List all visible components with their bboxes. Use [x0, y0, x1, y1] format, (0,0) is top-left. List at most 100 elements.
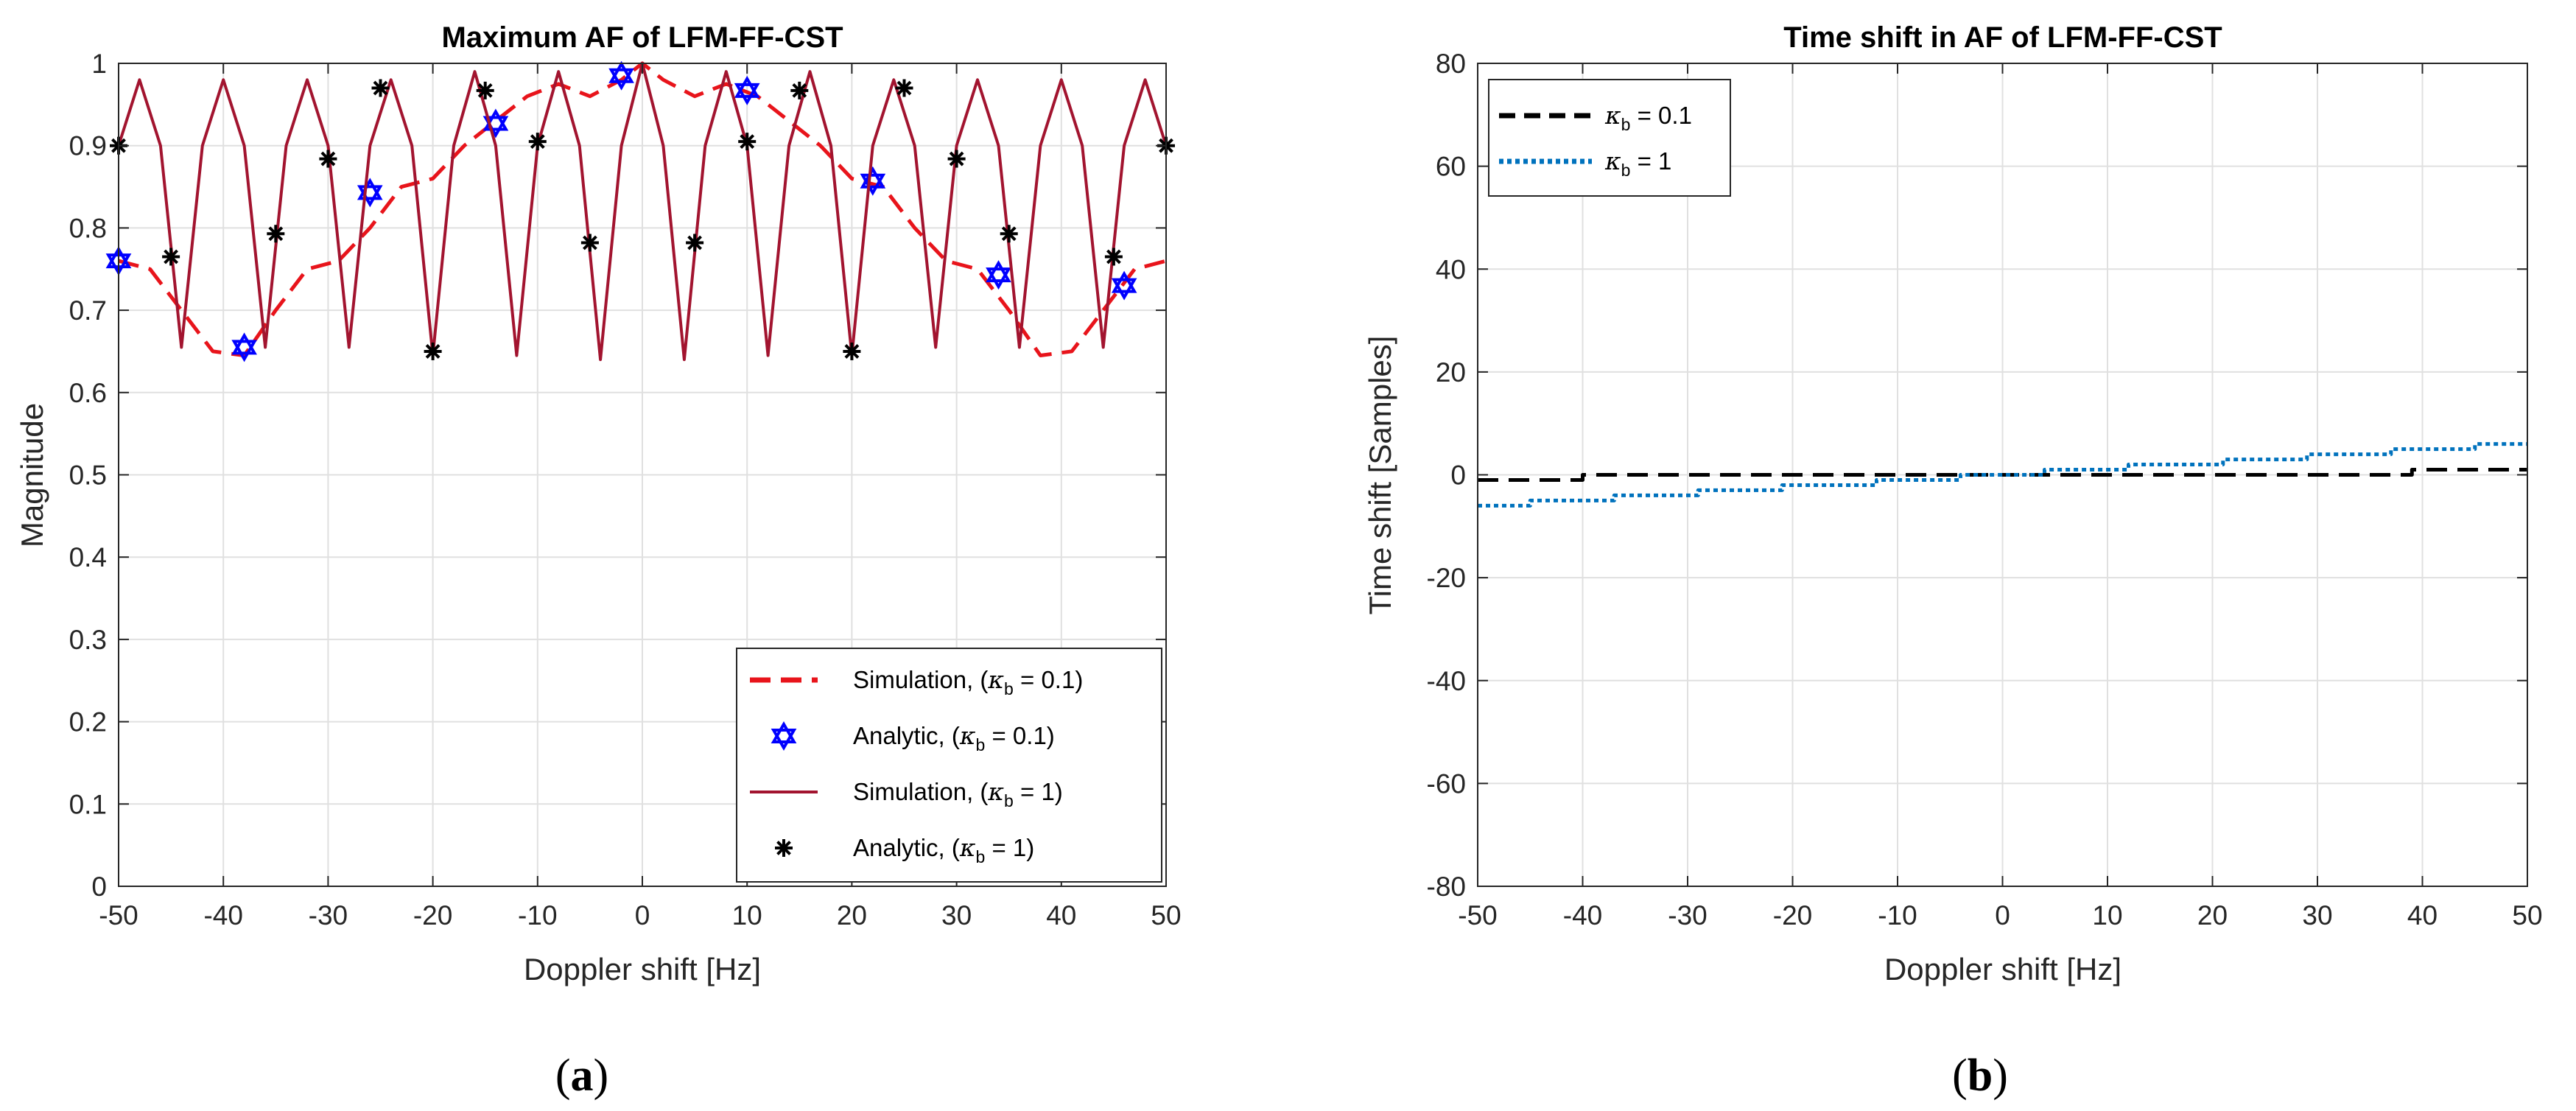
- panel-a-series-2-point-up: [734, 75, 760, 98]
- panel-a-caption-letter: a: [571, 1051, 594, 1101]
- panel-a-xlabel: Doppler shift [Hz]: [524, 952, 761, 986]
- panel-a-series-4-point-spoke: [1106, 249, 1121, 264]
- panel-a-series-2-point-up: [860, 166, 886, 189]
- panel-a-series-2-point: [986, 260, 1011, 290]
- legend-b-2-label: κb = 1: [1604, 147, 1671, 180]
- x-tick-label: -10: [518, 900, 557, 930]
- panel-a-series-4-point-spoke: [1001, 226, 1017, 242]
- panel-a-series-2-point-down: [231, 340, 257, 362]
- legend-a-3-label-sub: b: [1004, 791, 1014, 810]
- legend-a-2-marker: [771, 721, 797, 751]
- legend-a-2-label-sub: b: [976, 735, 986, 754]
- panel-a-series-4-point: [843, 342, 861, 360]
- panel-a-series-2-point-down: [1111, 278, 1137, 301]
- panel-a-series-2-point: [734, 75, 760, 105]
- panel-a-series-4-point-spoke: [687, 235, 702, 250]
- legend-a-2-label: Analytic, (κb = 0.1): [853, 721, 1055, 754]
- panel-a-series-4-point-spoke: [792, 83, 807, 98]
- panel-a-series-4-point: [686, 234, 704, 252]
- panel-a-ticks: -50 -40 -30 -20 -10 0 10 20 30 40 50 0 0.1 0.2 0.3 0.4 0…: [69, 49, 1182, 930]
- y-tick-label: 0.6: [69, 378, 107, 408]
- y-tick-label: -60: [1427, 768, 1466, 799]
- legend-a-2-marker-down: [771, 729, 797, 751]
- panel-a-series-4-point: [738, 133, 757, 151]
- y-tick-label: -20: [1427, 563, 1466, 593]
- legend-a-4-marker: [775, 839, 793, 857]
- y-tick-label: 1: [91, 49, 107, 79]
- panel-a-chart: Maximum AF of LFM-FF-CST -50 -40 -30 -20 -10…: [15, 21, 1182, 1101]
- x-tick-label: 50: [1151, 900, 1181, 930]
- x-tick-label: 40: [1046, 900, 1076, 930]
- y-tick-label: 0.9: [69, 131, 107, 161]
- legend-box: [1488, 79, 1731, 197]
- y-tick-label: -80: [1427, 872, 1466, 902]
- x-tick-label: -30: [309, 900, 348, 930]
- panel-a-series-4-point: [476, 81, 494, 99]
- panel-a-series-4-point: [1000, 225, 1018, 243]
- legend-b-2-label-symbol: κ: [1604, 147, 1621, 175]
- legend-b-2-label-post: = 1: [1630, 147, 1671, 175]
- panel-a-series-4-point-spoke: [740, 134, 755, 150]
- legend-b-1-label-sub: b: [1621, 115, 1631, 134]
- y-tick-label: 0: [1450, 460, 1466, 491]
- panel-a-series-2-point-up: [986, 260, 1011, 283]
- x-tick-label: -30: [1668, 900, 1707, 930]
- y-tick-label: 0.5: [69, 460, 107, 491]
- legend-a-2-label-symbol: κ: [959, 721, 976, 750]
- panel-a-series-2-point: [231, 332, 257, 362]
- panel-a-series-4-point-spoke: [268, 226, 284, 242]
- panel-a-series-4-point-spoke: [425, 344, 441, 359]
- panel-b-series: [1478, 442, 2527, 508]
- y-tick-label: 40: [1436, 254, 1466, 284]
- panel-b-series-2-line: [1478, 442, 2527, 508]
- legend-b-1-label-symbol: κ: [1604, 101, 1621, 130]
- x-tick-label: 0: [635, 900, 650, 930]
- legend-a-3-label-post: = 1): [1014, 778, 1063, 805]
- panel-a-series-4-point: [371, 79, 390, 97]
- x-tick-label: 30: [941, 900, 972, 930]
- panel-a-ylabel: Magnitude: [15, 403, 49, 547]
- x-tick-label: -10: [1878, 900, 1917, 930]
- panel-a-series-4-point: [895, 79, 913, 97]
- panel-a-series-4-point: [790, 81, 809, 99]
- legend-a-4-marker-spoke: [776, 841, 791, 855]
- panel-a-series-2-point-up: [482, 108, 509, 131]
- panel-a-series-4-point-spoke: [530, 134, 545, 150]
- panel-a-series-4-point-spoke: [896, 80, 912, 96]
- x-tick-label: -50: [1458, 900, 1497, 930]
- legend-a-4-label-pre: Analytic, (: [853, 834, 960, 861]
- legend-a-1-label-symbol: κ: [987, 665, 1004, 694]
- panel-a-series-4-point: [424, 342, 442, 360]
- panel-a-series-4-point-spoke: [373, 80, 388, 96]
- legend-b-1-label-post: = 0.1: [1630, 102, 1691, 129]
- y-tick-label: 0.1: [69, 789, 107, 819]
- panel-b-xlabel: Doppler shift [Hz]: [1884, 952, 2121, 986]
- panel-a-series-2-point-up: [231, 332, 257, 355]
- legend-a-3-label-pre: Simulation, (: [853, 778, 988, 805]
- y-tick-label: 80: [1436, 49, 1466, 79]
- legend-a-2-marker-up: [771, 721, 797, 743]
- legend-box: [736, 648, 1162, 883]
- legend-a-1-label-sub: b: [1004, 679, 1014, 698]
- y-tick-label: 0.4: [69, 542, 107, 572]
- panel-b-legend: κb = 0.1 κb = 1: [1488, 79, 1731, 197]
- panel-a-series-4-point: [947, 150, 966, 168]
- x-tick-label: -40: [1563, 900, 1602, 930]
- y-tick-label: 0.3: [69, 625, 107, 655]
- panel-a-title: Maximum AF of LFM-FF-CST: [441, 21, 843, 54]
- panel-a-series-4-point-spoke: [320, 151, 336, 167]
- panel-a-series-4-point-spoke: [949, 151, 964, 167]
- legend-a-2-label-pre: Analytic, (: [853, 722, 960, 749]
- legend-a-4-label: Analytic, (κb = 1): [853, 833, 1034, 866]
- panel-a-caption: (a): [555, 1051, 608, 1101]
- panel-a-series-4-point-spoke: [844, 344, 860, 359]
- legend-a-1-label-pre: Simulation, (: [853, 666, 988, 693]
- panel-a-series-2-point-down: [986, 267, 1011, 290]
- x-tick-label: 10: [732, 900, 762, 930]
- legend-a-4-label-post: = 1): [985, 834, 1034, 861]
- x-tick-label: -50: [99, 900, 138, 930]
- panel-a-series-4-point: [267, 225, 285, 243]
- y-tick-label: -40: [1427, 666, 1466, 696]
- x-tick-label: 40: [2407, 900, 2438, 930]
